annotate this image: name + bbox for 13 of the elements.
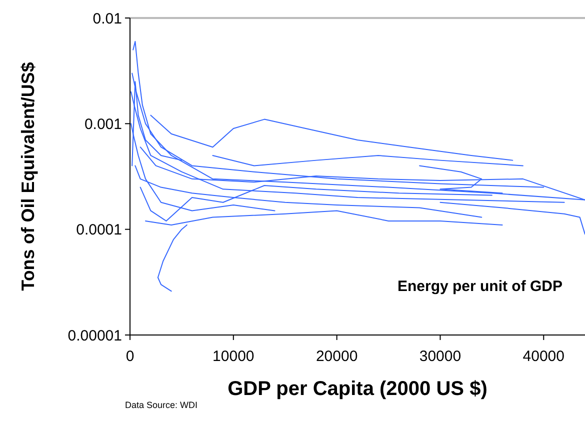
x-tick-label: 10000 bbox=[212, 348, 254, 365]
y-tick-label: 0.001 bbox=[84, 116, 122, 133]
x-tick-label: 20000 bbox=[316, 348, 358, 365]
y-tick-label: 0.01 bbox=[92, 10, 122, 28]
y-tick-label: 0.0001 bbox=[76, 222, 122, 239]
y-axis-title: Tons of Oil Equivalent/US$ bbox=[18, 62, 38, 291]
x-axis-title: GDP per Capita (2000 US $) bbox=[228, 378, 488, 400]
x-tick-label: 40000 bbox=[522, 348, 564, 365]
y-tick-label: 0.00001 bbox=[68, 327, 122, 344]
x-tick-label: 0 bbox=[126, 348, 134, 365]
x-tick-label: 30000 bbox=[419, 348, 462, 365]
source-note: Data Source: WDI bbox=[125, 400, 198, 410]
annotation: Energy per unit of GDP bbox=[397, 278, 563, 295]
